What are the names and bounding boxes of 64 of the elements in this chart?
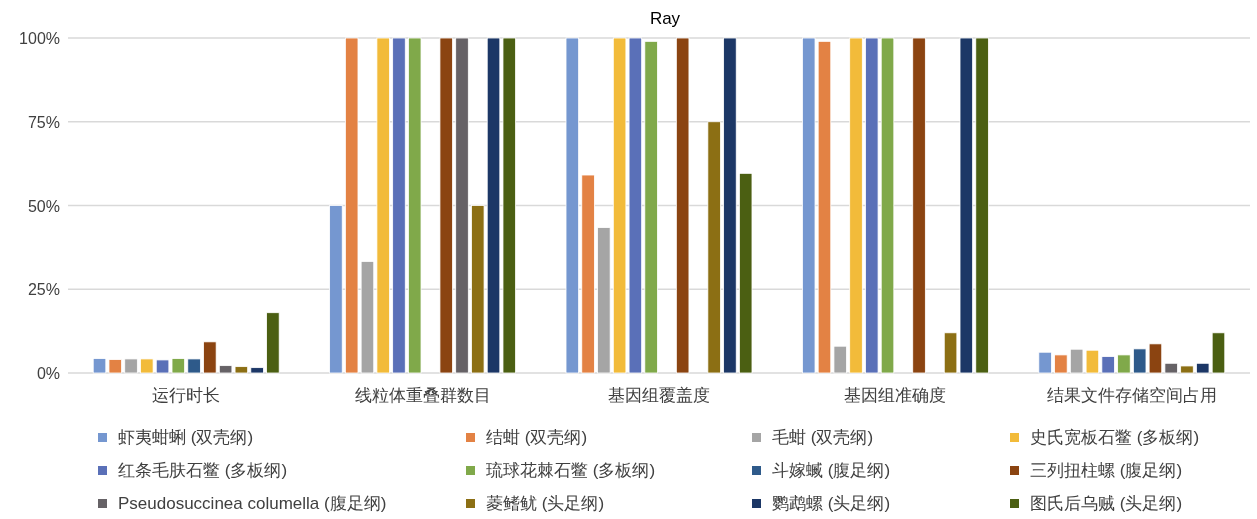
bar xyxy=(486,37,501,374)
bar xyxy=(203,341,217,374)
bar xyxy=(439,37,453,374)
legend-label: 菱鳍鱿 (头足纲) xyxy=(486,494,605,513)
legend-label: 结蚶 (双壳纲) xyxy=(486,428,588,447)
legend-label: Pseudosuccinea columella (腹足纲) xyxy=(118,494,387,513)
x-tick-label: 结果文件存储空间占用 xyxy=(1046,386,1217,405)
bar xyxy=(1211,332,1226,374)
bar xyxy=(738,172,753,374)
bar xyxy=(1101,356,1115,374)
bar xyxy=(565,37,580,374)
bar xyxy=(250,367,264,374)
bar xyxy=(833,345,847,374)
bar xyxy=(1180,365,1194,374)
bar xyxy=(140,358,154,374)
legend-label: 史氏宽板石鳖 (多板纲) xyxy=(1030,428,1200,447)
x-tick-label: 基因组覆盖度 xyxy=(608,386,710,405)
bar xyxy=(1196,362,1210,374)
bar xyxy=(802,37,816,374)
bar xyxy=(92,358,107,374)
bar xyxy=(1117,354,1131,374)
bar xyxy=(581,174,595,374)
bar xyxy=(108,359,122,374)
bar xyxy=(880,37,895,374)
bar xyxy=(675,37,690,374)
legend-label: 斗嫁蝛 (腹足纲) xyxy=(772,461,891,480)
legend-label: 红条毛肤石鳖 (多板纲) xyxy=(118,461,288,480)
y-tick-label: 25% xyxy=(27,281,60,299)
bar xyxy=(408,37,422,374)
bar xyxy=(1054,354,1068,374)
bar xyxy=(912,37,926,374)
bar xyxy=(471,205,485,374)
y-tick-label: 75% xyxy=(27,113,60,131)
y-tick-label: 0% xyxy=(36,365,60,382)
bar xyxy=(266,312,280,374)
x-tick-label: 基因组准确度 xyxy=(844,386,947,405)
bar xyxy=(392,37,406,374)
legend-label: 琉球花棘石鳖 (多板纲) xyxy=(486,461,656,480)
legend-label: 毛蚶 (双壳纲) xyxy=(772,428,874,447)
x-tick-label: 线粒体重叠群数目 xyxy=(354,386,491,405)
legend-label: 图氏后乌贼 (头足纲) xyxy=(1030,494,1183,513)
bar xyxy=(597,227,611,374)
bar xyxy=(329,205,343,374)
bar xyxy=(817,40,832,374)
bar xyxy=(975,37,989,374)
bar xyxy=(187,358,201,374)
bar xyxy=(849,37,863,374)
y-tick-label: 100% xyxy=(19,30,60,47)
bar xyxy=(376,37,390,374)
bar xyxy=(723,37,737,374)
legend-label: 虾夷蚶蜊 (双壳纲) xyxy=(118,428,254,447)
legend-label: 三列扭柱螺 (腹足纲) xyxy=(1030,461,1183,480)
bar xyxy=(124,358,138,374)
legend-label: 鹦鹉螺 (头足纲) xyxy=(772,494,891,513)
bar xyxy=(1038,351,1052,374)
bar xyxy=(865,37,879,374)
bar xyxy=(502,37,516,374)
bar xyxy=(1164,362,1178,374)
bar xyxy=(707,121,721,374)
chart-title: Ray xyxy=(649,9,681,28)
bar xyxy=(644,40,658,374)
bar xyxy=(455,37,469,374)
y-tick-label: 50% xyxy=(27,197,60,215)
x-tick-label: 运行时长 xyxy=(152,386,221,405)
